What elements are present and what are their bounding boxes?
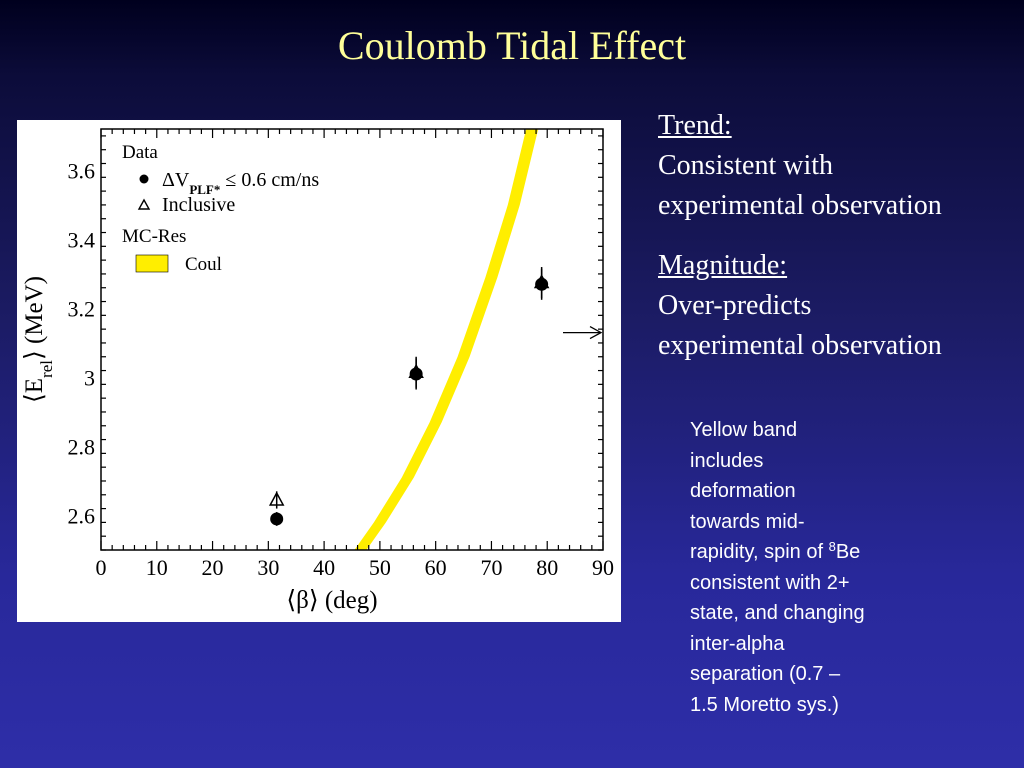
superscript-mass-number: 8	[828, 539, 836, 554]
side-note-line: rapidity, spin of 8Be	[690, 537, 930, 568]
x-tick-label: 0	[96, 555, 107, 580]
legend-marker-dv	[139, 174, 149, 184]
data-point-inclusive	[408, 363, 424, 379]
side-note-line: 1.5 Moretto sys.)	[690, 693, 839, 716]
legend-label-coul: Coul	[185, 254, 222, 275]
side-note-line: includes	[690, 449, 764, 472]
coul-band	[354, 129, 539, 550]
legend-marker-inclusive	[137, 198, 151, 210]
data-point-inclusive	[533, 273, 550, 289]
magnitude-text-line-2: experimental observation	[658, 330, 942, 361]
y-tick-label: 2.6	[68, 503, 96, 528]
side-note-line: consistent with 2+	[690, 571, 850, 594]
y-tick-label: 3.2	[68, 296, 96, 321]
chart-svg: 0 10 20 30 40 50 60 70 80 90 2.6 2.8 3 3.2 3.4 3.6 ⟨β⟩ (…	[21, 128, 614, 614]
magnitude-text-line-1: Over-predicts	[658, 290, 812, 321]
x-tick-label: 20	[202, 555, 224, 580]
x-tick-label: 60	[425, 555, 447, 580]
x-tick-label: 70	[480, 555, 502, 580]
chart-figure: 0 10 20 30 40 50 60 70 80 90 2.6 2.8 3 3.2 3.4 3.6 ⟨β⟩ (…	[17, 120, 621, 622]
plot-frame	[100, 128, 604, 551]
data-point-inclusive	[268, 491, 285, 506]
side-note: Yellow band includes deformation towards…	[690, 415, 930, 720]
x-tick-label: 30	[257, 555, 279, 580]
side-note-line: separation (0.7 –	[690, 663, 841, 685]
side-note-text: Be	[835, 541, 861, 563]
trend-heading: Trend:	[658, 110, 732, 141]
y-tick-label: 3.6	[68, 158, 96, 183]
side-note-line: towards mid-	[690, 510, 805, 533]
x-tick-label: 40	[313, 555, 335, 580]
side-note-text: rapidity, spin of	[690, 541, 829, 563]
trend-text-line-1: Consistent with	[658, 150, 834, 181]
y-tick-label: 2.8	[68, 434, 96, 459]
x-axis-title: ⟨β⟩ (deg)	[286, 587, 377, 614]
y-axis-title: ⟨Erel⟩ (MeV)	[21, 276, 56, 403]
x-tick-label: 80	[536, 555, 558, 580]
legend-label-dv: ΔVPLF* ≤ 0.6 cm/ns	[162, 169, 319, 197]
slide-title: Coulomb Tidal Effect	[337, 23, 687, 68]
x-tick-label: 90	[592, 555, 614, 580]
side-note-line: inter-alpha	[690, 632, 785, 655]
legend-swatch-coul	[135, 254, 169, 273]
legend-label-inclusive: Inclusive	[162, 194, 235, 216]
x-tick-label: 10	[146, 555, 168, 580]
y-tick-label: 3	[84, 365, 95, 390]
y-tick-label: 3.4	[68, 227, 96, 252]
side-note-line: state, and changing	[690, 602, 865, 624]
data-point-dv	[270, 512, 284, 526]
trend-text-line-2: experimental observation	[658, 190, 942, 221]
side-note-line: deformation	[690, 480, 796, 502]
x-tick-label: 50	[369, 555, 391, 580]
legend-mc-title: MC-Res	[122, 226, 186, 247]
legend-data-title: Data	[122, 142, 158, 163]
limit-arrow-head	[589, 326, 603, 340]
side-note-line: Yellow band	[690, 419, 798, 441]
magnitude-heading: Magnitude:	[658, 250, 788, 281]
notes-panel: Trend: Consistent with experimental obse…	[658, 106, 1018, 366]
